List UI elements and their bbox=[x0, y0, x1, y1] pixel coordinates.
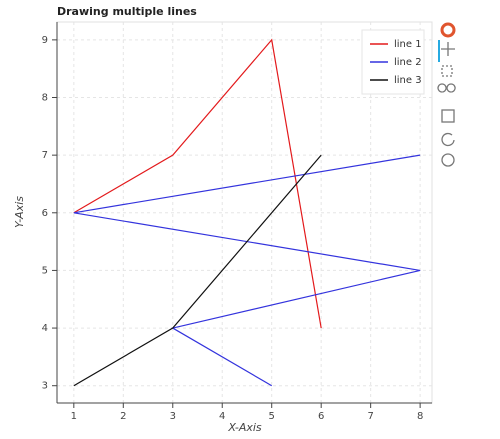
line bbox=[73, 154, 421, 387]
help-tool[interactable] bbox=[441, 153, 455, 167]
y-axis-label: Y-Axis bbox=[13, 196, 26, 228]
line bbox=[73, 154, 322, 387]
y-tick-label: 4 bbox=[42, 323, 48, 334]
y-tick-label: 7 bbox=[42, 150, 48, 161]
line bbox=[73, 38, 322, 329]
x-tick-label: 5 bbox=[269, 411, 275, 422]
reset-tool[interactable] bbox=[441, 132, 455, 147]
y-tick-label: 6 bbox=[42, 208, 48, 219]
x-tick-label: 4 bbox=[219, 411, 225, 422]
x-tick-label: 1 bbox=[71, 411, 77, 422]
box-zoom-tool[interactable] bbox=[441, 65, 453, 77]
x-tick-label: 2 bbox=[120, 411, 126, 422]
bokeh-logo bbox=[440, 22, 456, 38]
legend-label: line 2 bbox=[394, 57, 422, 68]
x-tick-label: 3 bbox=[170, 411, 176, 422]
wheel-zoom-tool[interactable] bbox=[437, 83, 456, 93]
legend-label: line 3 bbox=[394, 75, 422, 86]
x-tick-label: 6 bbox=[318, 411, 324, 422]
y-tick-label: 9 bbox=[42, 35, 48, 46]
chart-title: Drawing multiple lines bbox=[57, 5, 197, 18]
pan-tool[interactable] bbox=[441, 42, 455, 56]
x-axis-label: X-Axis bbox=[227, 421, 262, 434]
legend-label: line 1 bbox=[394, 39, 422, 50]
y-tick-label: 5 bbox=[42, 265, 48, 276]
save-tool[interactable] bbox=[441, 109, 455, 123]
x-tick-label: 8 bbox=[417, 411, 423, 422]
y-tick-label: 3 bbox=[42, 381, 48, 392]
y-tick-label: 8 bbox=[42, 93, 48, 104]
x-tick-label: 7 bbox=[367, 411, 373, 422]
toolbar bbox=[437, 22, 456, 167]
